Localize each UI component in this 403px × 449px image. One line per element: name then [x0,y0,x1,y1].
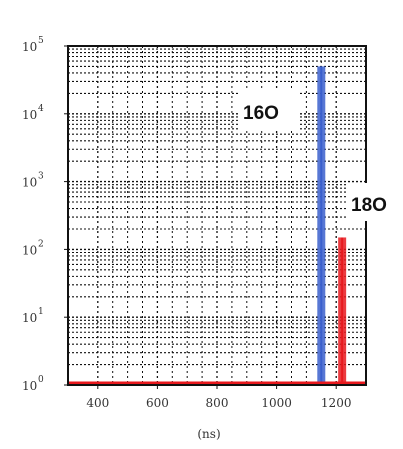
annotation-label-2: 18O [351,195,387,216]
series-layer [68,66,366,386]
y-tick-label-base: 10 [22,108,37,122]
y-tick-label-base: 10 [22,379,37,393]
x-tick-label: 400 [86,396,109,410]
grid [68,46,366,386]
y-tick-label-base: 10 [22,243,37,257]
x-tick-label: 1200 [321,396,352,410]
y-tick-label-exponent: 1 [38,307,44,317]
x-axis-label: (ns) [197,427,220,441]
y-tick-label-base: 10 [22,40,37,54]
annotation-box-1 [239,91,299,131]
y-tick-label-exponent: 4 [38,104,44,114]
annotation-label-1: 16O [243,103,279,124]
y-tick-label-exponent: 5 [38,36,44,46]
x-tick-label: 800 [206,396,229,410]
x-axis: 400 600 800 1000 1200 [86,385,351,410]
y-tick-label-base: 10 [22,176,37,190]
annotation-box-2 [347,183,399,221]
y-tick-label-base: 10 [22,311,37,325]
y-tick-label-exponent: 3 [38,172,44,182]
y-tick-label-exponent: 0 [38,375,44,385]
y-tick-label-exponent: 2 [38,239,44,249]
x-tick-label: 1000 [261,396,292,410]
x-tick-label: 600 [146,396,169,410]
annotations: 16O 18O [239,91,399,221]
